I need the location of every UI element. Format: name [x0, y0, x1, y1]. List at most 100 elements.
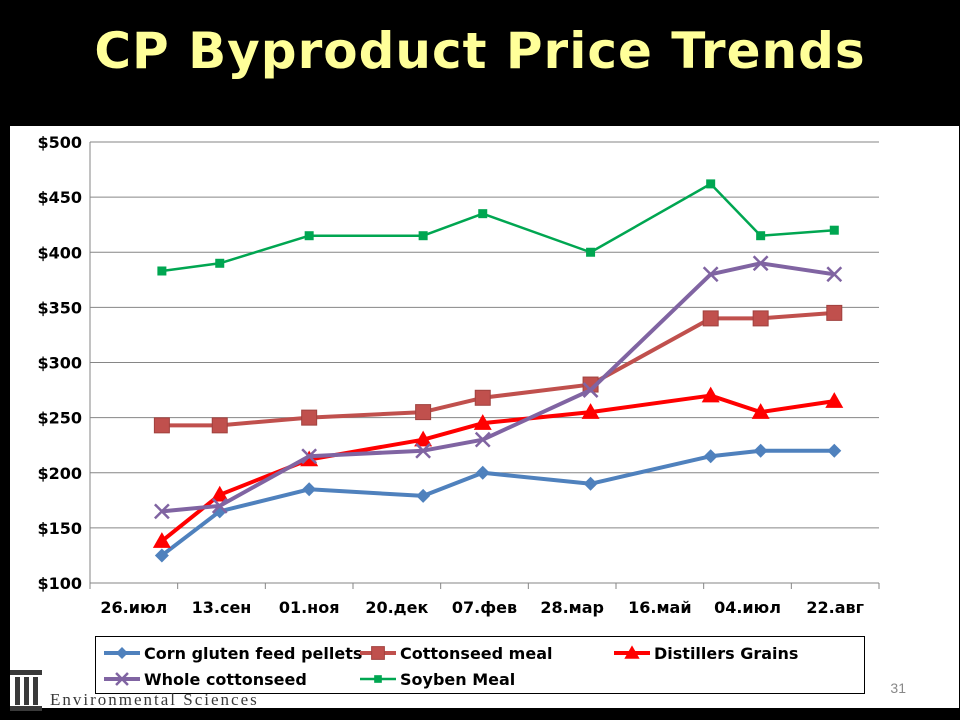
marker-stroke	[211, 497, 228, 514]
y-tick-label: $300	[37, 354, 82, 373]
marker-stroke	[582, 382, 599, 398]
legend-label: Cottonseed meal	[400, 643, 553, 663]
data-point	[701, 386, 720, 403]
marker-stroke	[752, 255, 769, 272]
data-point	[416, 488, 431, 503]
y-tick-label: $400	[37, 243, 82, 262]
x-tick-label: 26.июл	[100, 598, 167, 617]
y-tick-label: $100	[37, 574, 82, 593]
data-point	[702, 310, 719, 327]
legend-marker-x-icon	[104, 672, 140, 686]
series-line	[160, 448, 835, 558]
legend-entry-distillers-grains: Distillers Grains	[612, 640, 798, 666]
marker-stroke	[415, 442, 432, 459]
data-point	[827, 443, 842, 458]
legend-marker	[624, 645, 640, 659]
data-point	[415, 404, 432, 421]
series-lines	[152, 179, 844, 563]
legend-entry-corn-gluten-feed-pellets: Corn gluten feed pellets	[102, 640, 362, 666]
institution-logo: Environmental Sciences	[6, 660, 306, 716]
data-point	[583, 476, 598, 491]
legend-marker	[116, 647, 128, 659]
data-point	[154, 548, 169, 563]
data-point	[826, 304, 843, 321]
data-point	[153, 417, 170, 434]
legend-marker-diamond-icon	[104, 647, 140, 659]
y-tick-label: $500	[37, 133, 82, 152]
data-point	[304, 231, 314, 241]
data-point	[475, 465, 490, 480]
legend-marker	[371, 646, 385, 660]
series-soyben-meal	[157, 179, 839, 276]
series-cottonseed-meal	[153, 304, 843, 434]
x-tick-label: 07.фев	[452, 598, 517, 617]
data-point	[702, 266, 719, 283]
series-whole-cottonseed	[154, 255, 843, 520]
x-tick-label: 01.ноя	[279, 598, 340, 617]
y-tick-label: $250	[37, 409, 82, 428]
data-point	[152, 532, 171, 548]
y-tick-label: $150	[37, 519, 82, 538]
legend-marker	[115, 672, 129, 686]
data-point	[706, 179, 716, 189]
chart-legend: Corn gluten feed pellets Cottonseed meal…	[95, 636, 865, 694]
marker-stroke	[301, 448, 318, 465]
legend-entry-whole-cottonseed: Whole cottonseed	[102, 666, 307, 692]
data-point	[474, 389, 491, 406]
page-number: 31	[890, 680, 906, 696]
x-tick-label: 20.дек	[365, 598, 428, 617]
data-point	[301, 409, 318, 426]
data-point	[210, 485, 229, 502]
data-point	[703, 449, 718, 464]
y-tick-label: $200	[37, 464, 82, 483]
data-point	[582, 382, 599, 398]
series-distillers-grains	[152, 386, 844, 548]
data-point	[415, 442, 432, 459]
data-point	[581, 403, 600, 419]
marker-stroke	[474, 431, 491, 448]
data-point	[586, 247, 596, 257]
slide-title: CP Byproduct Price Trends	[94, 22, 866, 80]
data-point	[301, 448, 318, 465]
y-tick-label: $450	[37, 188, 82, 207]
data-point	[215, 258, 225, 268]
data-point	[753, 443, 768, 458]
legend-label: Whole cottonseed	[144, 669, 307, 689]
x-tick-label: 16.май	[628, 598, 691, 617]
logo-text: Environmental Sciences	[50, 690, 259, 709]
legend-marker-triangle-icon	[614, 645, 650, 659]
marker-stroke	[826, 266, 843, 283]
legend-entry-soyben-meal: Soyben Meal	[358, 666, 515, 692]
gridlines	[90, 141, 879, 584]
x-tick-label: 28.мар	[540, 598, 604, 617]
marker-stroke	[154, 503, 170, 520]
data-point	[414, 430, 433, 447]
chart-panel: $100 $150 $200 $250 $300 $350 $400 $450 $500 26.и…	[10, 126, 959, 708]
data-point	[752, 255, 769, 272]
column-logo-icon	[10, 670, 42, 711]
legend-label: Soyben Meal	[400, 669, 516, 689]
legend-marker	[374, 675, 382, 683]
data-point	[751, 403, 770, 419]
data-point	[418, 231, 428, 241]
data-point	[211, 497, 228, 514]
data-point	[157, 266, 167, 276]
data-point	[473, 414, 492, 430]
data-point	[474, 431, 491, 448]
axes: $100 $150 $200 $250 $300 $350 $400 $450 $500 26.и…	[37, 133, 880, 617]
data-point	[211, 417, 228, 434]
marker-stroke	[115, 672, 129, 686]
data-point	[154, 503, 170, 520]
data-point	[825, 392, 844, 408]
series-line	[161, 310, 835, 428]
data-point	[829, 225, 839, 235]
x-tick-label: 04.июл	[714, 598, 781, 617]
legend-label: Distillers Grains	[654, 643, 799, 663]
legend-marker-small-square-icon	[360, 675, 396, 683]
data-point	[752, 310, 769, 327]
data-point	[478, 209, 488, 219]
legend-label: Corn gluten feed pellets	[144, 643, 363, 663]
series-corn-gluten-feed-pellets	[154, 443, 842, 563]
line-chart: $100 $150 $200 $250 $300 $350 $400 $450 $500 26.и…	[37, 133, 880, 617]
x-tick-label: 22.авг	[806, 598, 864, 617]
